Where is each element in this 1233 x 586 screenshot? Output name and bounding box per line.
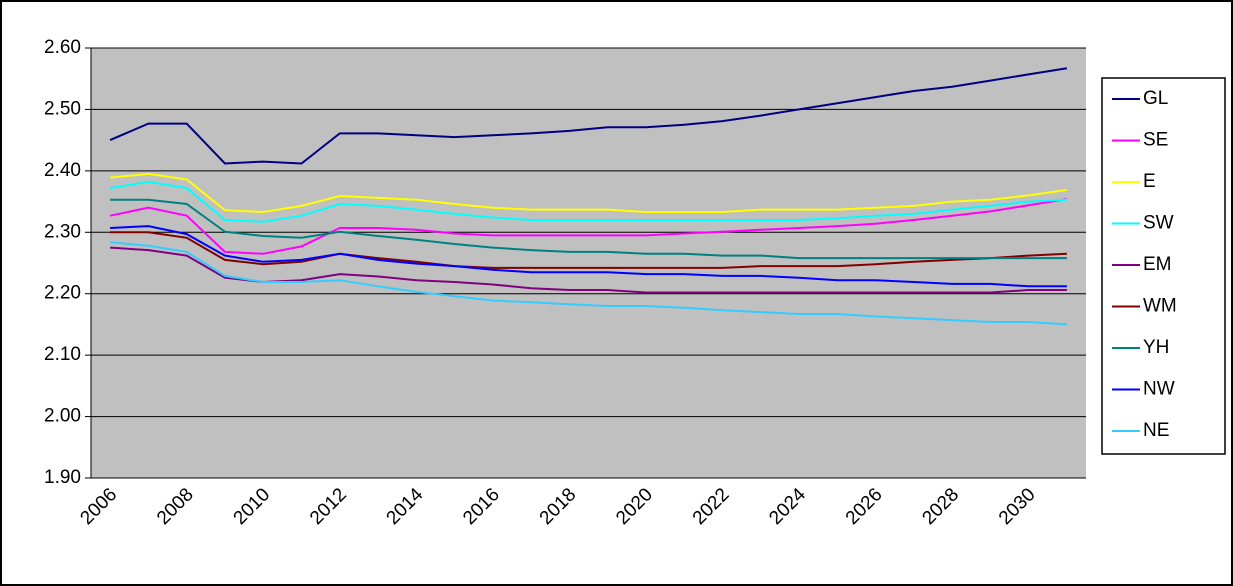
y-tick-label: 2.30 <box>44 221 81 242</box>
series-line <box>110 241 1067 326</box>
series-line <box>110 231 1067 269</box>
legend-label: YH <box>1143 337 1169 358</box>
series-line <box>110 172 1068 214</box>
series-line <box>109 180 1067 223</box>
legend-label: NW <box>1143 379 1175 400</box>
legend-label: EM <box>1143 254 1172 275</box>
series-line <box>109 67 1068 165</box>
y-tick-label: 2.10 <box>44 344 81 365</box>
legend-label: WM <box>1143 296 1177 317</box>
legend-label: SW <box>1143 213 1174 234</box>
y-tick-label: 2.20 <box>44 283 81 304</box>
y-tick-label: 1.90 <box>44 467 81 488</box>
series-line <box>110 198 1067 260</box>
series-line <box>109 198 1068 255</box>
y-tick-label: 2.00 <box>44 406 81 427</box>
y-tick-label: 2.60 <box>44 37 81 58</box>
legend-label: NE <box>1143 420 1169 441</box>
series-line <box>110 225 1067 288</box>
y-tick-label: 2.50 <box>44 98 81 119</box>
y-tick-label: 2.40 <box>44 160 81 181</box>
legend-label: SE <box>1143 130 1168 151</box>
legend-label: E <box>1143 171 1156 192</box>
plot-area <box>91 48 1086 478</box>
legend-label: GL <box>1143 88 1168 109</box>
